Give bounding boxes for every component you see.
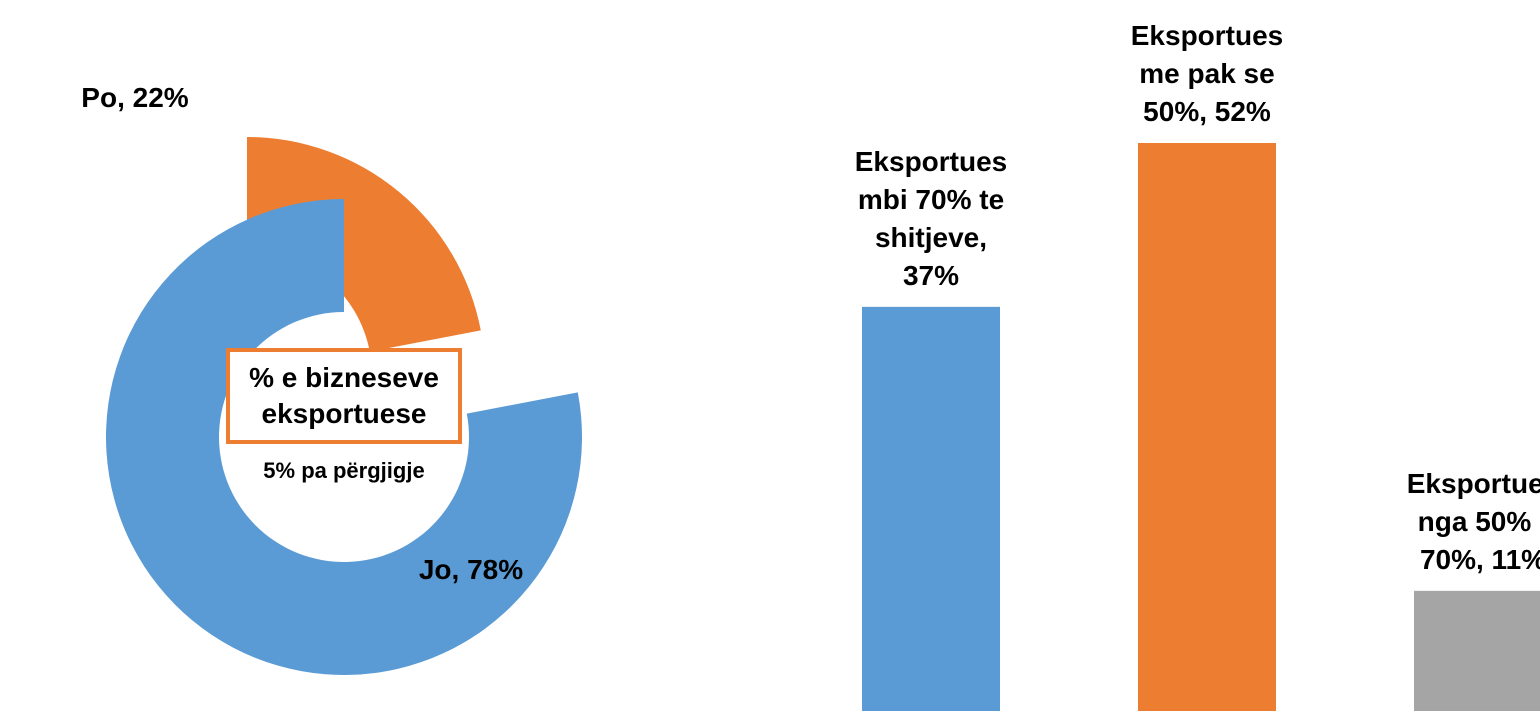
bar-3-label-line-1: Eksportues [1407,468,1540,499]
bar-1-label-line-4: 37% [903,260,959,291]
bar-3-label-line-2: nga 50% - [1418,506,1540,537]
donut-label-po: Po, 22% [81,82,188,113]
donut-label-jo: Jo, 78% [419,554,523,585]
donut-slice-jo [105,199,583,675]
bar-2-label-line-3: 50%, 52% [1143,96,1271,127]
bar-1 [862,306,1000,711]
bar-3-label-line-3: 70%, 11% [1420,544,1540,575]
bar-1-label-line-1: Eksportues [855,146,1008,177]
donut-chart: Po, 22% Jo, 78% [81,82,583,675]
bar-1-label-line-2: mbi 70% te [858,184,1004,215]
bar-chart: Eksportues mbi 70% te shitjeve, 37% Eksportu… [855,20,1540,711]
bar-1-label-line-3: shitjeve, [875,222,987,253]
bar-2 [1138,143,1276,711]
donut-center-note: 5% pa përgjigje [263,458,425,483]
bar-2-label-line-1: Eksportues [1131,20,1284,51]
bar-2-label-line-2: me pak se [1139,58,1274,89]
bar-3 [1414,590,1540,711]
donut-center-title: % e bizneseve eksportuese [226,348,462,444]
donut-slice-po [247,137,481,352]
